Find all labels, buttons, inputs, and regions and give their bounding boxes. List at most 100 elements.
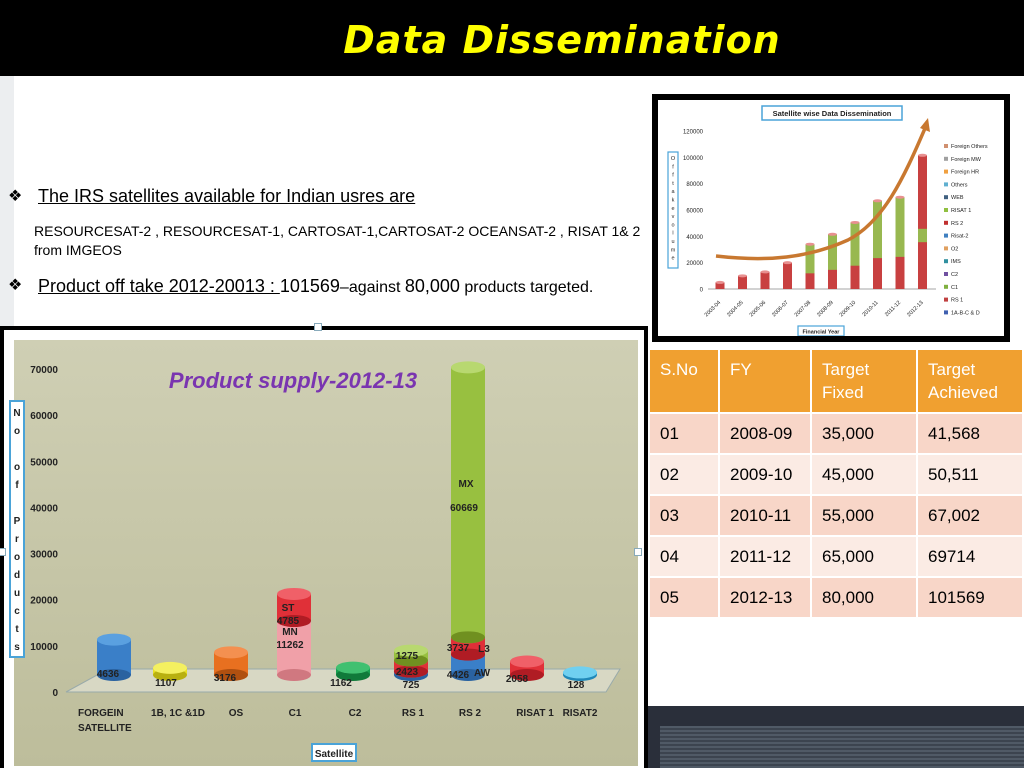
cell-target-fixed: 45,000 <box>810 453 918 496</box>
resize-handle[interactable] <box>634 548 642 556</box>
mini-x-tick-label: 2009-10 <box>839 300 858 319</box>
mini-y-label-char: f <box>672 173 674 179</box>
y-axis-label-char: c <box>14 606 20 617</box>
cell-target-fixed: 35,000 <box>810 412 918 455</box>
mini-bar-segment <box>805 273 815 289</box>
mini-legend-swatch <box>944 259 948 264</box>
y-axis-label-box <box>9 400 25 658</box>
mini-legend-label: O2 <box>951 246 958 252</box>
data-label: 4426 <box>447 670 470 681</box>
diamond-bullet-icon: ❖ <box>8 277 23 294</box>
resize-handle[interactable] <box>0 548 6 556</box>
y-tick-label: 50000 <box>30 457 58 468</box>
slide-title: Data Dissemination <box>343 18 781 62</box>
resize-handle[interactable] <box>314 323 322 331</box>
mini-legend-label: Foreign HR <box>951 170 979 176</box>
mini-y-tick-label: 40000 <box>686 235 703 241</box>
mini-legend-label: IMS <box>951 259 961 265</box>
mini-x-tick-label: 2010-11 <box>862 300 880 318</box>
mini-bar-top <box>783 261 792 265</box>
mini-bar-top <box>895 195 905 199</box>
data-label: 2423 <box>396 667 419 678</box>
data-label: 4636 <box>97 669 120 680</box>
mini-legend-swatch <box>944 144 948 148</box>
data-label: 3737 <box>447 643 470 654</box>
table-header-row: S.No FY Target Fixed Target Achieved <box>648 348 1024 414</box>
bullet-text: The IRS satellites available for Indian … <box>38 186 416 206</box>
mini-legend-swatch <box>944 195 948 200</box>
mini-bar <box>895 197 905 289</box>
data-label: L3 <box>478 644 490 655</box>
y-axis-label-char: t <box>15 624 19 635</box>
bar-segment-top <box>214 646 248 659</box>
mini-y-label-char: k <box>672 198 675 204</box>
x-axis-label: Satellite <box>315 749 354 760</box>
bar-segment-base <box>97 669 131 681</box>
mini-bar <box>783 262 792 289</box>
data-label: AW <box>474 668 491 679</box>
mini-y-label-char: O <box>671 156 676 162</box>
data-label: 725 <box>403 680 420 691</box>
x-tick-label: RISAT 1 <box>516 708 554 719</box>
target-table: S.No FY Target Fixed Target Achieved 01 … <box>648 348 1024 619</box>
mini-bar-segment <box>918 242 927 289</box>
header-target-fixed: Target Fixed <box>810 348 918 414</box>
mini-bar-top <box>873 199 882 203</box>
header-sno: S.No <box>648 348 720 414</box>
mini-legend-swatch <box>944 208 948 212</box>
mini-y-label-char: a <box>671 189 675 195</box>
mini-bar <box>738 275 747 289</box>
cell-target-achieved: 101569 <box>916 576 1024 619</box>
bar-segment <box>277 621 311 675</box>
table-row: 04 2011-12 65,000 69714 <box>648 535 1024 578</box>
x-tick-label: FORGEIN <box>78 708 124 719</box>
bar-segment-top <box>451 361 485 374</box>
bullet-irs-satellites: ❖ The IRS satellites available for India… <box>8 186 416 207</box>
y-axis-label-char: r <box>15 534 19 545</box>
data-label: 60669 <box>450 503 478 514</box>
bar-segment-top <box>510 655 544 668</box>
bar-segment-base <box>277 615 311 628</box>
product-chart-svg: Product supply-2012-13 0 10000 20000 30000 40… <box>9 361 621 762</box>
cell-sno: 01 <box>648 412 720 455</box>
mini-y-tick-label: 20000 <box>686 261 703 267</box>
data-label: 1275 <box>396 651 419 662</box>
mini-bar-top <box>738 274 747 278</box>
cell-fy: 2009-10 <box>718 453 812 496</box>
bar-segment-base <box>277 669 311 681</box>
bar-segment-base <box>394 665 428 678</box>
mini-bar-segment <box>850 265 860 289</box>
y-tick-label: 20000 <box>30 596 58 607</box>
y-axis-label-char: u <box>14 588 20 599</box>
data-label: 1107 <box>155 678 177 689</box>
trend-arrow-head <box>920 118 930 132</box>
cell-target-fixed: 80,000 <box>810 576 918 619</box>
mini-x-tick-label: 2003-04 <box>704 300 723 319</box>
offtake-value: 101569 <box>279 276 340 296</box>
mini-legend-swatch <box>944 272 948 276</box>
y-axis-label-char: f <box>15 480 19 491</box>
mini-bar-top <box>805 242 815 246</box>
offtake-mid: –against <box>339 279 405 296</box>
bar-segment-top <box>97 633 131 646</box>
mini-bar <box>715 282 725 289</box>
data-label: 4785 <box>277 616 300 627</box>
offtake-target: 80,000 <box>404 276 460 296</box>
x-axis-label-box <box>311 743 357 762</box>
y-axis-label-char: d <box>14 570 20 581</box>
mini-chart-frame: Satellite wise Data Dissemination 0 20000 4… <box>652 94 1010 342</box>
y-axis-label-char: o <box>14 462 20 473</box>
mini-bar-top <box>715 280 725 284</box>
mini-legend-swatch <box>944 310 948 315</box>
mini-bar-segment <box>918 155 927 229</box>
mini-y-label-char: l <box>672 231 673 237</box>
mini-x-tick-label: 2011-12 <box>884 300 902 318</box>
y-axis-label-char: o <box>14 552 20 563</box>
cell-sno: 02 <box>648 453 720 496</box>
mini-legend-label: RISAT 1 <box>951 208 971 214</box>
cell-fy: 2008-09 <box>718 412 812 455</box>
cell-target-achieved: 67,002 <box>916 494 1024 537</box>
table-row: 01 2008-09 35,000 41,568 <box>648 412 1024 455</box>
mini-legend-swatch <box>944 182 948 187</box>
bar-segment <box>214 652 248 675</box>
